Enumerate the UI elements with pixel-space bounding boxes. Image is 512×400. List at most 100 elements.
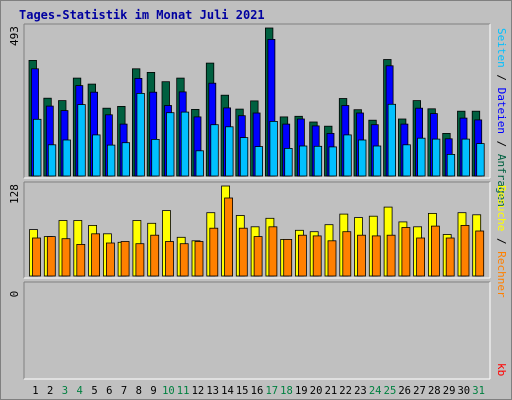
legend-dateien: Dateien [495,88,508,134]
legend-separator: / [495,231,508,251]
y-max-label-bottom: 0 [8,291,21,298]
x-tick-label-day-21: 21 [325,385,338,397]
bar-rechner-day-12 [194,241,204,277]
bar-rechner-day-29 [445,237,455,277]
bar-seiten-day-26 [402,144,411,177]
bar-seiten-day-14 [225,126,234,177]
x-tick-label-day-19: 19 [295,385,308,397]
legend-bottom: kb [495,363,508,376]
bar-seiten-day-21 [328,146,337,177]
bar-rechner-day-21 [327,240,337,277]
bar-seiten-day-10 [166,112,175,177]
bar-rechner-day-9 [150,234,160,277]
x-tick-label-day-17: 17 [265,385,278,397]
x-tick-label-day-24: 24 [369,385,382,397]
x-tick-label-day-7: 7 [121,385,127,397]
bar-seiten-day-11 [180,111,190,177]
bar-seiten-day-9 [151,138,160,177]
x-tick-label-day-30: 30 [457,385,470,397]
bar-rechner-day-16 [253,236,263,277]
x-tick-label-day-14: 14 [221,385,234,397]
x-tick-label-day-28: 28 [428,385,441,397]
legend-separator: / [495,68,508,88]
x-tick-label-day-26: 26 [398,385,411,397]
x-tick-label-day-3: 3 [62,385,68,397]
x-tick-label-day-31: 31 [472,385,485,397]
bar-rechner-day-15 [238,227,248,277]
bar-seiten-day-13 [210,124,219,177]
bar-seiten-day-8 [136,93,145,177]
x-tick-label-day-4: 4 [77,385,83,397]
legend-besuche: Besuche [495,185,508,231]
bar-rechner-day-20 [312,235,322,277]
panel-bottom [24,282,490,379]
bar-rechner-day-8 [135,243,145,277]
bar-seiten-day-5 [92,134,101,177]
bar-rechner-day-14 [224,197,234,277]
x-tick-label-day-20: 20 [310,385,323,397]
x-tick-label-day-23: 23 [354,385,367,397]
bar-rechner-day-26 [401,227,411,277]
bar-seiten-day-1 [33,118,42,177]
bar-seiten-day-19 [298,145,308,177]
bar-seiten-day-16 [254,146,264,177]
bar-rechner-day-2 [46,236,56,277]
bar-seiten-day-23 [358,139,367,177]
bar-seiten-day-12 [195,150,204,177]
x-tick-label-day-8: 8 [136,385,142,397]
bar-seiten-day-28 [431,138,441,177]
legend-separator: / [495,134,508,154]
bar-seiten-day-31 [476,143,485,177]
bar-rechner-day-19 [297,234,307,277]
bar-seiten-day-22 [343,134,352,177]
bar-rechner-day-10 [165,241,174,277]
bar-seiten-day-24 [372,145,382,177]
bar-rechner-day-30 [460,224,470,277]
bar-rechner-day-23 [357,234,366,277]
bar-rechner-day-25 [386,234,396,277]
bar-rechner-day-1 [32,237,41,277]
bar-seiten-day-20 [313,145,323,177]
bar-seiten-day-17 [269,121,278,177]
legend-top: Seiten / Dateien / Anfragen [495,28,508,207]
bar-seiten-day-29 [446,153,456,177]
x-tick-label-day-15: 15 [236,385,249,397]
bar-rechner-day-28 [430,225,440,277]
bar-seiten-day-7 [121,142,130,177]
y-max-label-top: 493 [8,26,21,46]
bar-seiten-day-4 [77,104,86,177]
chart-title: Tages-Statistik im Monat Juli 2021 [19,8,265,22]
bar-seiten-day-6 [107,144,116,177]
x-tick-label-day-13: 13 [206,385,219,397]
bar-seiten-day-18 [284,147,293,177]
x-tick-label-day-6: 6 [106,385,112,397]
x-tick-label-day-12: 12 [192,385,205,397]
bar-rechner-day-4 [76,243,86,277]
bar-seiten-day-30 [461,138,470,177]
x-tick-label-day-29: 29 [443,385,456,397]
y-max-label-middle: 128 [8,184,21,204]
bar-seiten-day-3 [62,139,71,177]
bar-rechner-day-17 [268,226,278,277]
bar-rechner-day-11 [179,243,189,277]
legend-anfragen: Anfragen [495,154,508,207]
x-tick-label-day-5: 5 [91,385,97,397]
bar-seiten-day-27 [417,137,426,177]
legend-middle: Besuche / Rechner [495,185,508,298]
bar-rechner-day-5 [91,233,100,277]
bar-rechner-day-6 [106,242,115,277]
bar-rechner-day-7 [120,241,130,277]
x-tick-label-day-16: 16 [251,385,264,397]
bar-rechner-day-3 [61,238,71,277]
bar-seiten-day-2 [47,144,57,177]
x-tick-label-day-25: 25 [384,385,397,397]
x-tick-label-day-10: 10 [162,385,175,397]
x-tick-label-day-1: 1 [32,385,38,397]
legend-rechner: Rechner [495,251,508,298]
bar-rechner-day-24 [371,235,381,277]
x-tick-label-day-11: 11 [177,385,190,397]
bar-rechner-day-22 [342,231,352,277]
bar-rechner-day-13 [209,227,219,277]
